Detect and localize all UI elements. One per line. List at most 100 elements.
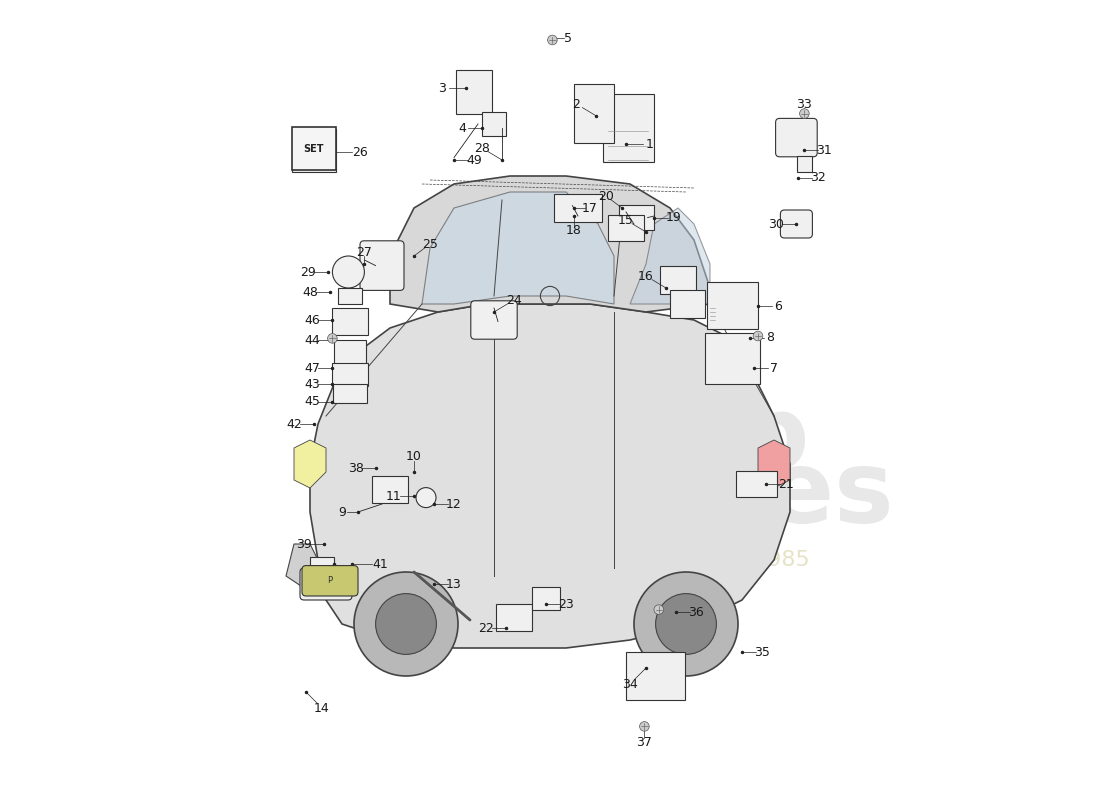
Text: P: P bbox=[328, 576, 332, 586]
Text: 21: 21 bbox=[778, 478, 794, 490]
Circle shape bbox=[654, 605, 663, 614]
Polygon shape bbox=[758, 440, 790, 488]
Text: 18: 18 bbox=[566, 224, 582, 237]
Text: 35: 35 bbox=[755, 646, 770, 658]
FancyBboxPatch shape bbox=[780, 210, 813, 238]
Text: 42: 42 bbox=[286, 418, 301, 430]
FancyBboxPatch shape bbox=[292, 127, 337, 170]
Polygon shape bbox=[294, 440, 326, 488]
Text: 28: 28 bbox=[474, 142, 490, 154]
Text: 7: 7 bbox=[770, 362, 778, 374]
FancyBboxPatch shape bbox=[300, 568, 352, 600]
Polygon shape bbox=[390, 176, 710, 312]
FancyBboxPatch shape bbox=[456, 70, 492, 114]
Text: 4: 4 bbox=[458, 122, 466, 134]
FancyBboxPatch shape bbox=[574, 84, 614, 143]
Text: SET: SET bbox=[304, 144, 324, 154]
FancyBboxPatch shape bbox=[626, 653, 685, 699]
Text: 48: 48 bbox=[302, 286, 318, 298]
FancyBboxPatch shape bbox=[292, 129, 337, 172]
Polygon shape bbox=[422, 192, 614, 304]
FancyBboxPatch shape bbox=[532, 587, 560, 610]
Text: 20: 20 bbox=[598, 190, 614, 202]
FancyBboxPatch shape bbox=[619, 205, 654, 230]
Circle shape bbox=[354, 572, 458, 676]
Text: 41: 41 bbox=[373, 558, 388, 570]
Text: 46: 46 bbox=[305, 314, 320, 326]
FancyBboxPatch shape bbox=[603, 94, 654, 162]
FancyBboxPatch shape bbox=[670, 290, 705, 318]
Text: 49: 49 bbox=[466, 154, 482, 166]
Circle shape bbox=[639, 722, 649, 731]
Text: res: res bbox=[717, 447, 894, 545]
FancyBboxPatch shape bbox=[471, 301, 517, 339]
FancyBboxPatch shape bbox=[705, 333, 760, 384]
Text: europ: europ bbox=[482, 391, 811, 489]
Text: 22: 22 bbox=[478, 622, 494, 634]
Text: 5: 5 bbox=[564, 32, 572, 45]
Circle shape bbox=[416, 488, 436, 508]
Text: 26: 26 bbox=[352, 146, 368, 158]
Circle shape bbox=[332, 256, 364, 288]
Circle shape bbox=[754, 331, 762, 341]
Circle shape bbox=[328, 334, 338, 343]
FancyBboxPatch shape bbox=[496, 604, 531, 631]
FancyBboxPatch shape bbox=[310, 557, 333, 576]
Polygon shape bbox=[286, 544, 326, 592]
Text: 38: 38 bbox=[348, 462, 363, 474]
FancyBboxPatch shape bbox=[660, 266, 695, 294]
Text: 13: 13 bbox=[447, 578, 462, 590]
Text: 6: 6 bbox=[774, 300, 782, 313]
Text: 17: 17 bbox=[582, 202, 598, 214]
Circle shape bbox=[375, 594, 437, 654]
Text: 16: 16 bbox=[638, 270, 653, 282]
Text: 19: 19 bbox=[667, 211, 682, 224]
Text: 25: 25 bbox=[422, 238, 438, 250]
FancyBboxPatch shape bbox=[373, 476, 408, 503]
FancyBboxPatch shape bbox=[776, 118, 817, 157]
FancyBboxPatch shape bbox=[333, 384, 366, 403]
Circle shape bbox=[634, 572, 738, 676]
Circle shape bbox=[656, 594, 716, 654]
FancyBboxPatch shape bbox=[608, 215, 644, 241]
Text: 2: 2 bbox=[572, 98, 581, 110]
Text: 10: 10 bbox=[406, 450, 422, 462]
FancyBboxPatch shape bbox=[554, 194, 602, 222]
FancyBboxPatch shape bbox=[332, 308, 367, 335]
Text: 8: 8 bbox=[766, 331, 774, 344]
Text: a p        r        since 1985: a p r since 1985 bbox=[530, 550, 810, 570]
Text: 1: 1 bbox=[646, 138, 653, 150]
Text: 24: 24 bbox=[506, 294, 521, 306]
Text: 33: 33 bbox=[796, 98, 812, 110]
Text: 44: 44 bbox=[305, 334, 320, 346]
Text: 29: 29 bbox=[299, 266, 316, 278]
Text: 37: 37 bbox=[637, 736, 652, 749]
Text: 47: 47 bbox=[305, 362, 320, 374]
Text: 9: 9 bbox=[338, 506, 345, 518]
FancyBboxPatch shape bbox=[736, 471, 778, 497]
FancyBboxPatch shape bbox=[302, 566, 358, 596]
Polygon shape bbox=[310, 304, 790, 648]
Text: 27: 27 bbox=[356, 246, 372, 258]
FancyBboxPatch shape bbox=[796, 156, 812, 171]
Text: 3: 3 bbox=[438, 82, 446, 94]
Circle shape bbox=[800, 109, 810, 118]
Text: 23: 23 bbox=[558, 598, 574, 610]
Text: 15: 15 bbox=[618, 214, 634, 226]
FancyBboxPatch shape bbox=[483, 112, 506, 135]
Circle shape bbox=[548, 35, 558, 45]
Text: 14: 14 bbox=[315, 702, 330, 714]
Text: 34: 34 bbox=[623, 678, 638, 690]
FancyBboxPatch shape bbox=[334, 340, 365, 363]
Text: 30: 30 bbox=[769, 218, 784, 230]
Text: 11: 11 bbox=[386, 490, 402, 502]
Text: 39: 39 bbox=[297, 538, 312, 550]
Text: 43: 43 bbox=[305, 378, 320, 390]
Polygon shape bbox=[630, 208, 710, 304]
FancyBboxPatch shape bbox=[339, 288, 362, 303]
Text: 40: 40 bbox=[326, 572, 342, 585]
Text: 32: 32 bbox=[810, 171, 826, 184]
Text: 12: 12 bbox=[447, 498, 462, 510]
Text: 45: 45 bbox=[305, 395, 320, 408]
FancyBboxPatch shape bbox=[332, 362, 367, 386]
